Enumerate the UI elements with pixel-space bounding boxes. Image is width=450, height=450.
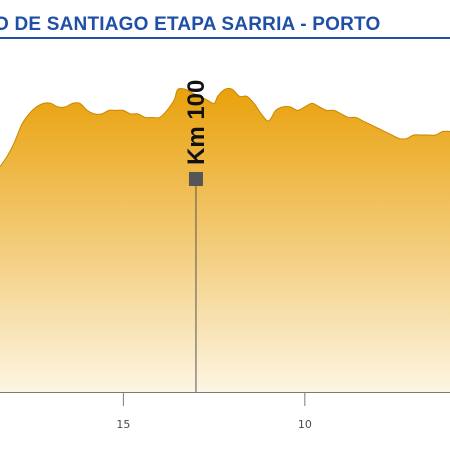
elevation-area <box>0 88 450 392</box>
x-tick-label: 10 <box>298 418 312 431</box>
title-underline <box>0 37 450 39</box>
x-axis-ticks: 15 10 <box>116 392 312 431</box>
km-100-marker-point <box>188 172 203 186</box>
elevation-profile-line <box>0 87 450 168</box>
x-tick-label: 15 <box>116 418 130 431</box>
km-100-label: Km 100 <box>183 80 210 165</box>
chart-title: O DE SANTIAGO ETAPA SARRIA - PORTO <box>0 14 381 35</box>
